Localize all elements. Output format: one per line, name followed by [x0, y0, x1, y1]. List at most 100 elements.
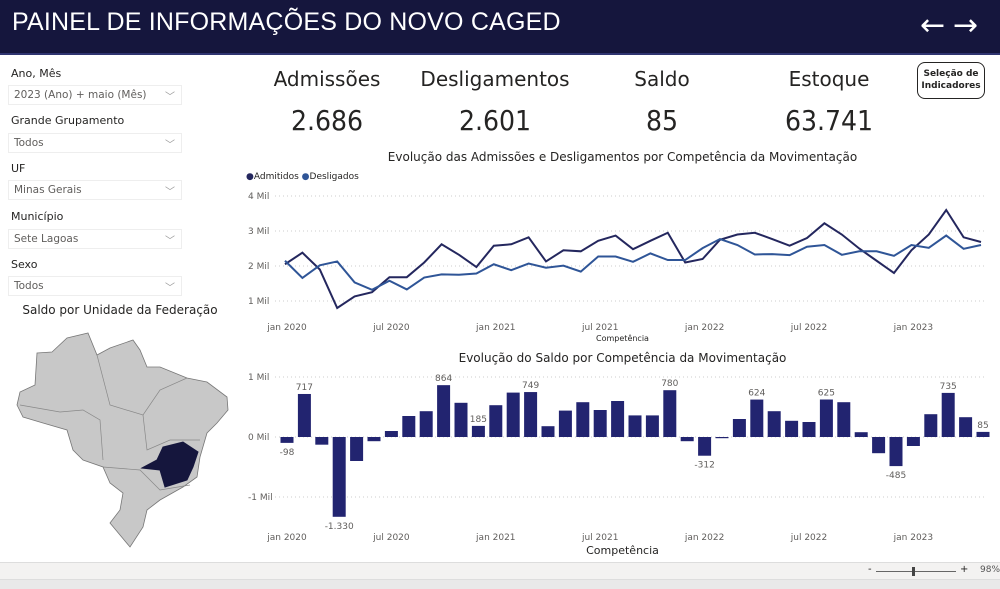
y-tick-label: 2 Mil [248, 262, 269, 272]
filter-uf-dropdown[interactable]: Minas Gerais ﹀ [8, 180, 182, 200]
kpi-estoque-value: 63.741 [784, 104, 874, 137]
bar [837, 402, 851, 437]
legend-admitidos[interactable]: ●Admitidos [246, 172, 299, 182]
chevron-down-icon: ﹀ [165, 140, 175, 151]
page-title: PAINEL DE INFORMAÇÕES DO NOVO CAGED [12, 8, 561, 36]
filter-grupamento-dropdown[interactable]: Todos ﹀ [8, 133, 182, 153]
dropdown-value: Sete Lagoas [14, 233, 79, 245]
selecao-indicadores-button[interactable]: Seleção de Indicadores [917, 62, 985, 99]
header-bar: PAINEL DE INFORMAÇÕES DO NOVO CAGED ← → [0, 0, 1000, 55]
chevron-down-icon: ﹀ [165, 187, 175, 198]
bar [471, 425, 485, 437]
brazil-map[interactable] [0, 320, 240, 560]
legend-dot-icon: ● [301, 172, 310, 182]
line-chart-legend: ●Admitidos ●Desligados [246, 172, 359, 182]
zoom-level: 98% [980, 565, 1000, 575]
bar [593, 410, 607, 437]
filter-label-grupamento: Grande Grupamento [11, 114, 125, 127]
status-bar: - + 98% [0, 562, 1000, 580]
data-label: 864 [435, 374, 452, 384]
bar [802, 422, 816, 437]
bar-x-axis-title: Competência [586, 544, 659, 557]
x-tick-label: jul 2022 [790, 323, 827, 333]
data-label: 735 [940, 382, 957, 392]
x-tick-label: jul 2022 [790, 533, 827, 543]
filter-label-ano-mes: Ano, Mês [11, 67, 62, 80]
bar [698, 437, 712, 456]
bar [332, 437, 346, 517]
bar [576, 402, 590, 437]
x-tick-label: jan 2020 [266, 323, 307, 333]
dropdown-value: 2023 (Ano) + maio (Mês) [14, 89, 147, 101]
forward-arrow-icon[interactable]: → [953, 8, 979, 43]
data-label: -1.330 [325, 522, 354, 532]
y-tick-label: 1 Mil [248, 297, 269, 307]
bar [767, 411, 781, 437]
filter-municipio-dropdown[interactable]: Sete Lagoas ﹀ [8, 229, 182, 249]
bar [280, 437, 294, 443]
bar [541, 426, 555, 437]
dropdown-value: Todos [14, 280, 44, 292]
map-state-minas-gerais[interactable] [140, 441, 199, 488]
filter-label-sexo: Sexo [11, 258, 38, 271]
line-x-axis-title: Competência [596, 334, 649, 343]
dropdown-value: Minas Gerais [14, 184, 82, 196]
kpi-estoque-label: Estoque [788, 67, 870, 91]
bar [924, 414, 938, 437]
bar [297, 393, 311, 437]
filter-label-uf: UF [11, 162, 26, 175]
kpi-admissoes-value: 2.686 [290, 104, 364, 137]
x-tick-label: jan 2022 [684, 323, 725, 333]
bar [402, 416, 416, 437]
zoom-slider[interactable] [876, 567, 956, 576]
x-tick-label: jul 2021 [581, 533, 618, 543]
filter-label-municipio: Município [11, 210, 64, 223]
button-line-2: Indicadores [921, 81, 981, 91]
data-label: 780 [661, 379, 678, 389]
kpi-desligamentos-label: Desligamentos [420, 67, 570, 91]
bar [750, 399, 764, 437]
bar [785, 420, 799, 437]
x-tick-label: jul 2020 [372, 533, 410, 543]
y-tick-label: 3 Mil [248, 227, 269, 237]
bar [976, 431, 990, 437]
y-tick-label: 0 Mil [248, 433, 269, 443]
x-tick-label: jul 2021 [581, 323, 618, 333]
legend-label: Desligados [309, 172, 359, 182]
x-tick-label: jan 2020 [266, 533, 307, 543]
x-tick-label: jan 2023 [893, 533, 934, 543]
filter-sexo-dropdown[interactable]: Todos ﹀ [8, 276, 182, 296]
data-label: -98 [280, 448, 295, 458]
zoom-slider-thumb[interactable] [912, 567, 915, 576]
x-tick-label: jan 2021 [475, 323, 516, 333]
bar [680, 437, 694, 442]
kpi-saldo-label: Saldo [634, 67, 690, 91]
y-tick-label: 1 Mil [248, 373, 269, 383]
chevron-down-icon: ﹀ [165, 92, 175, 103]
line-chart-title: Evolução das Admissões e Desligamentos p… [387, 150, 858, 164]
bar [558, 410, 572, 437]
bar-chart-title: Evolução do Saldo por Competência da Mov… [458, 351, 787, 365]
series-line-admitidos [284, 208, 982, 310]
bar [819, 399, 833, 437]
bar [663, 390, 677, 437]
kpi-desligamentos-value: 2.601 [458, 104, 532, 137]
bar [437, 385, 451, 437]
filter-ano-mes-dropdown[interactable]: 2023 (Ano) + maio (Mês) ﹀ [8, 85, 182, 105]
bar [732, 419, 746, 437]
chevron-down-icon: ﹀ [165, 236, 175, 247]
legend-desligados[interactable]: ●Desligados [302, 172, 359, 182]
bar [906, 437, 920, 446]
bar [854, 432, 868, 437]
back-arrow-icon[interactable]: ← [920, 8, 946, 43]
y-tick-label: -1 Mil [248, 493, 273, 503]
kpi-admissoes-label: Admissões [273, 67, 381, 91]
zoom-in-button[interactable]: + [960, 564, 969, 575]
bar [611, 401, 625, 437]
data-label: 749 [522, 381, 539, 391]
bar [489, 405, 503, 437]
data-label: 185 [470, 415, 487, 425]
zoom-out-button[interactable]: - [868, 564, 872, 575]
data-label: -312 [694, 461, 714, 471]
